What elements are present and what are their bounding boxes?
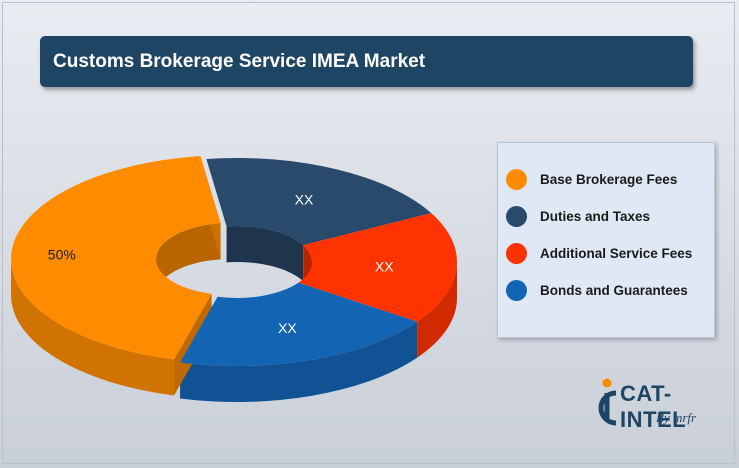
chart-title: Customs Brokerage Service IMEA Market (53, 50, 426, 72)
data-label-bonds-and-guarantees: XX (278, 320, 297, 336)
donut-slice-duties-and-taxes (206, 158, 432, 246)
slice-outer-wall-base-brokerage-fees (11, 259, 175, 396)
donut-group (10, 156, 457, 402)
legend-item-bonds-and-guarantees: Bonds and Guarantees (506, 278, 688, 302)
slice-outer-wall-bonds-and-guarantees (180, 321, 418, 402)
legend: Base Brokerage Fees Duties and Taxes Add… (497, 142, 715, 338)
legend-label: Additional Service Fees (540, 245, 693, 261)
title-banner: Customs Brokerage Service IMEA Market (40, 36, 693, 87)
donut-slice-additional-service-fees (298, 213, 457, 322)
legend-item-base-brokerage-fees: Base Brokerage Fees (506, 167, 677, 191)
legend-label: Bonds and Guarantees (540, 282, 688, 298)
data-label-duties-and-taxes: XX (295, 192, 314, 208)
donut-slice-base-brokerage-fees (10, 156, 221, 360)
cat-intel-logo: CAT-INTEL By mrfr (592, 375, 732, 435)
data-label-additional-service-fees: XX (375, 258, 394, 274)
legend-swatch (506, 168, 527, 190)
slice-outer-wall-additional-service-fees (417, 262, 457, 358)
legend-label: Duties and Taxes (540, 208, 651, 224)
donut-slice-bonds-and-guarantees (180, 282, 418, 366)
logo-mark-icon (598, 378, 617, 426)
legend-label: Base Brokerage Fees (540, 171, 678, 187)
legend-item-additional-service-fees: Additional Service Fees (506, 241, 692, 265)
legend-swatch (506, 205, 527, 227)
data-labels-group: 50% XX XX XX (48, 192, 394, 336)
data-label-base-brokerage-fees: 50% (48, 247, 76, 263)
slice-inner-wall-base-brokerage-fees (156, 223, 221, 295)
legend-swatch (506, 279, 527, 301)
logo-subtext: By mrfr (656, 410, 697, 425)
chart-frame (2, 2, 735, 464)
legend-item-duties-and-taxes: Duties and Taxes (506, 204, 650, 228)
logo-text: CAT-INTEL (620, 381, 687, 432)
legend-swatch (506, 242, 527, 264)
slice-inner-wall-duties-and-taxes (226, 226, 304, 282)
